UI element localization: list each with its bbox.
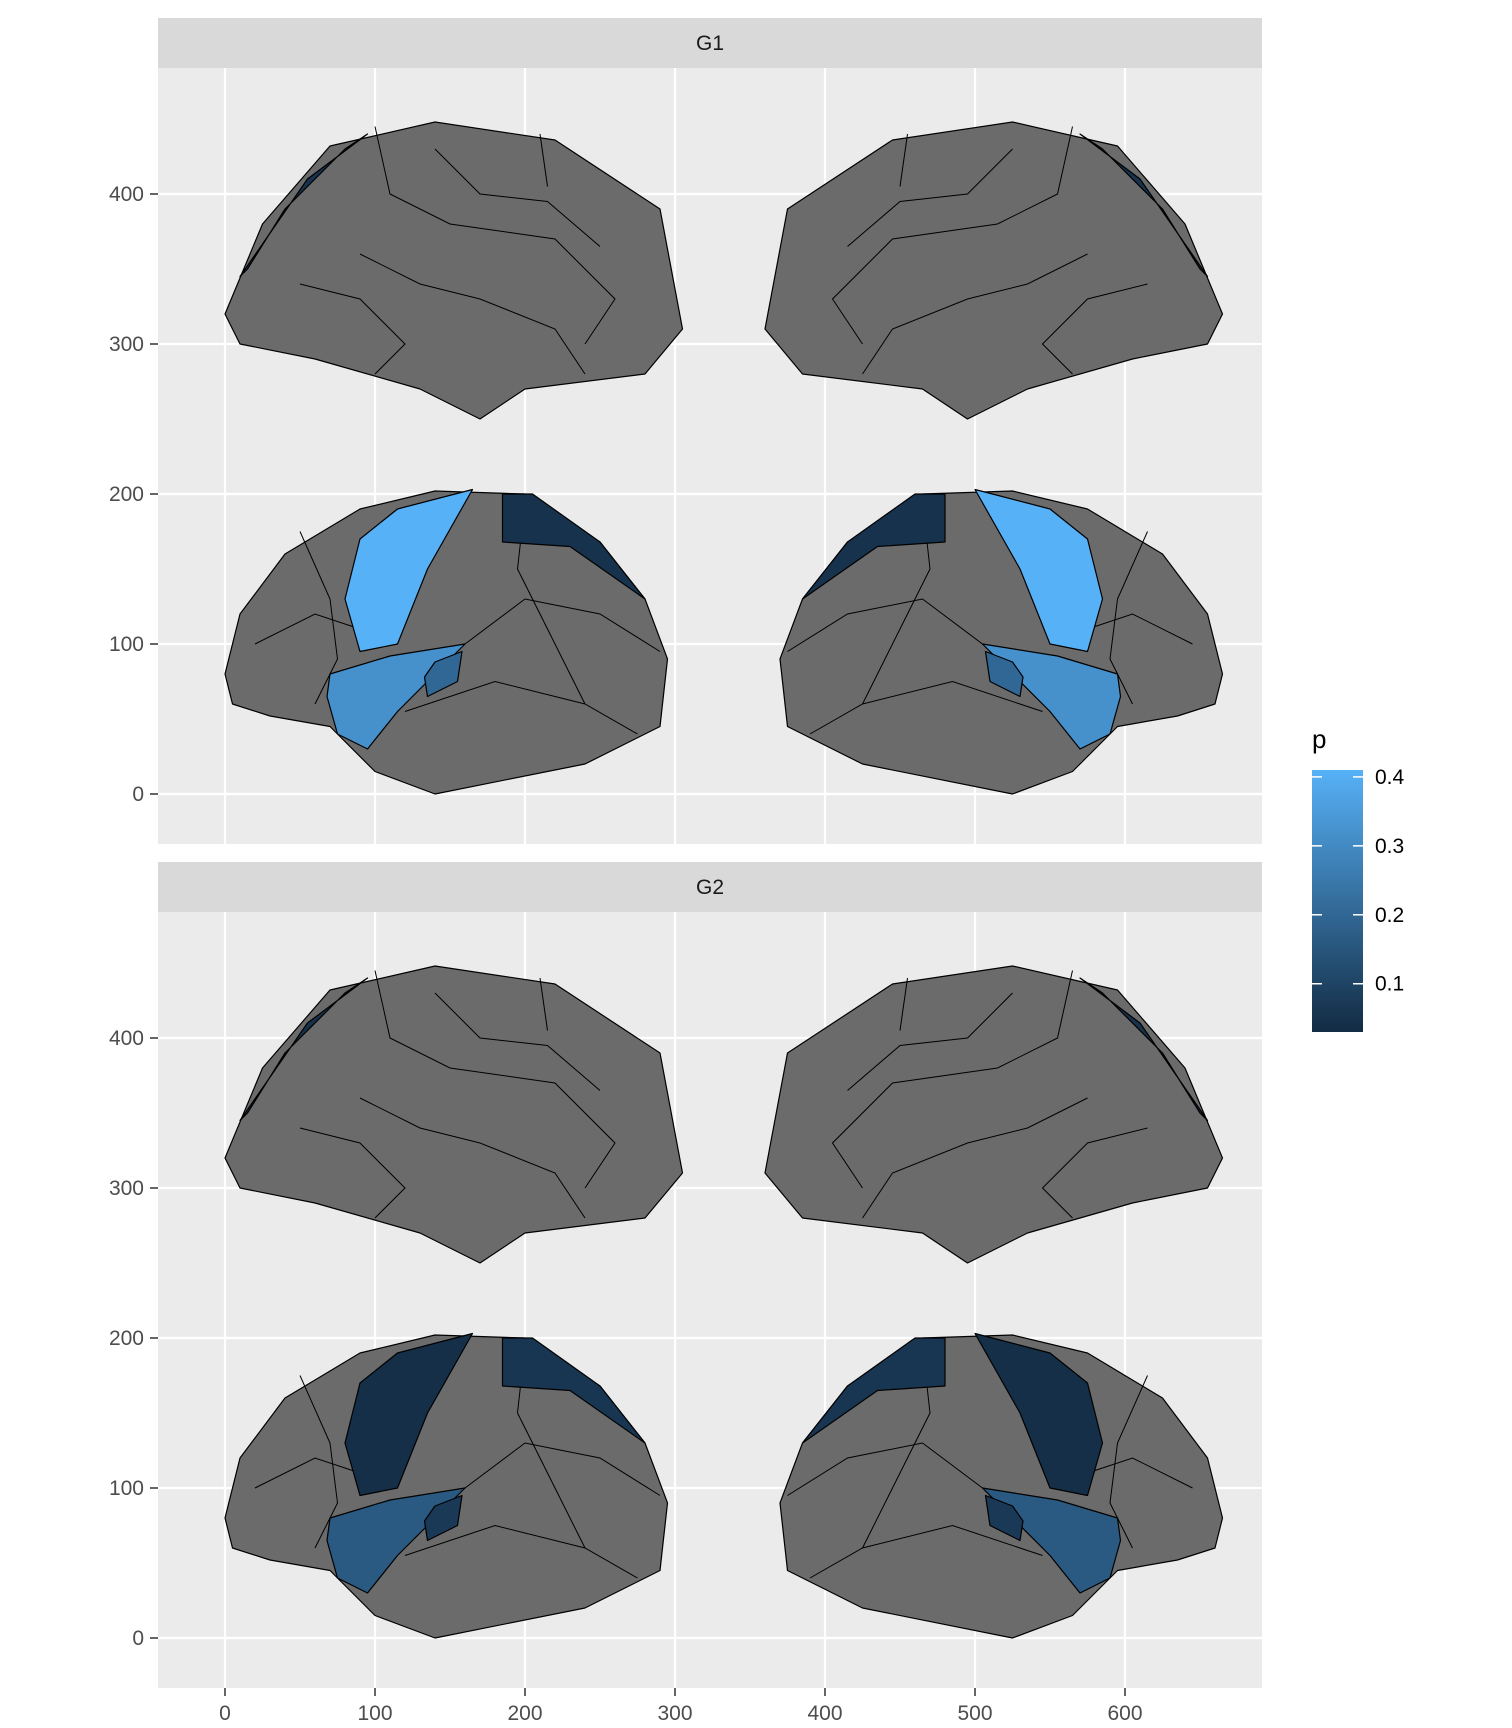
parcel-border bbox=[809, 1524, 1043, 1579]
parcel-border bbox=[464, 1442, 661, 1496]
parcel-border bbox=[809, 680, 1043, 735]
parcel-border bbox=[359, 1097, 586, 1219]
parcel-border bbox=[299, 1375, 339, 1549]
medial-right-hemisphere bbox=[764, 965, 1224, 1264]
x-tick-label: 100 bbox=[357, 1702, 392, 1725]
medial-right-hemisphere bbox=[764, 121, 1224, 420]
facet-panel-G1: G1 0 100 200 300 400 bbox=[109, 18, 1262, 844]
x-tick-label: 200 bbox=[507, 1702, 542, 1725]
parcel-border bbox=[539, 133, 548, 187]
y-tick-label: 400 bbox=[109, 1027, 144, 1050]
parcel-border bbox=[899, 977, 908, 1031]
parcel-border bbox=[404, 1524, 638, 1579]
facet-strip bbox=[158, 18, 1262, 68]
parcel-border bbox=[847, 992, 1013, 1091]
region-superior-parietal-medial-left bbox=[239, 977, 369, 1122]
region-precentral-left bbox=[344, 1332, 474, 1497]
parcel-border bbox=[847, 148, 1013, 247]
y-tick-label: 200 bbox=[109, 483, 144, 506]
facet-strip-label: G1 bbox=[696, 32, 724, 55]
parcel-border bbox=[359, 253, 586, 375]
parcel-border bbox=[539, 977, 548, 1031]
medial-left-hemisphere bbox=[224, 121, 684, 420]
region-precentral-right bbox=[974, 488, 1104, 653]
x-tick-label: 0 bbox=[219, 1702, 231, 1725]
region-superior-parietal-right bbox=[801, 493, 946, 600]
legend-label: 0.4 bbox=[1375, 766, 1405, 789]
parcel-border bbox=[299, 531, 339, 705]
x-tick-label: 600 bbox=[1107, 1702, 1142, 1725]
y-tick-label: 300 bbox=[109, 1177, 144, 1200]
parcel-border bbox=[299, 1127, 406, 1219]
parcel-border bbox=[404, 680, 638, 735]
y-tick-label: 100 bbox=[109, 1477, 144, 1500]
parcel-border bbox=[1087, 613, 1193, 645]
parcel-border bbox=[787, 598, 983, 652]
region-precentral-right bbox=[974, 1332, 1104, 1497]
parcel-border bbox=[1087, 1457, 1193, 1489]
region-transverse-temporal-left bbox=[423, 1494, 463, 1542]
parcel-border bbox=[862, 1097, 1088, 1219]
region-superior-parietal-medial-right bbox=[1079, 133, 1209, 278]
y-tick-label: 0 bbox=[132, 1627, 144, 1650]
x-tick-label: 500 bbox=[957, 1702, 992, 1725]
legend-label: 0.3 bbox=[1375, 835, 1404, 858]
region-superior-parietal-medial-left bbox=[239, 133, 369, 278]
parcel-border bbox=[899, 133, 908, 187]
parcel-border bbox=[862, 253, 1088, 375]
parcel-border bbox=[374, 126, 616, 345]
facet-strip-label: G2 bbox=[696, 876, 724, 899]
x-axis: 0 100 200 300 400 500 600 bbox=[219, 1688, 1143, 1725]
region-precentral-left bbox=[344, 488, 474, 653]
y-tick-label: 200 bbox=[109, 1327, 144, 1350]
legend-colorbar bbox=[1312, 770, 1363, 1032]
legend-title: p bbox=[1312, 724, 1326, 754]
region-superior-parietal-right bbox=[801, 1337, 946, 1444]
x-tick-label: 300 bbox=[657, 1702, 692, 1725]
medial-left-hemisphere bbox=[224, 965, 684, 1264]
region-transverse-temporal-right bbox=[984, 650, 1024, 698]
parcel-border bbox=[1041, 1127, 1148, 1219]
parcel-border bbox=[831, 970, 1073, 1189]
legend-label: 0.1 bbox=[1375, 973, 1404, 996]
facet-panel-G2: G2 0 100 200 300 400 bbox=[109, 862, 1262, 1688]
region-superior-parietal-left bbox=[501, 1337, 646, 1444]
region-superior-parietal-left bbox=[501, 493, 646, 600]
region-transverse-temporal-right bbox=[984, 1494, 1024, 1542]
legend-label: 0.2 bbox=[1375, 904, 1404, 927]
parcel-border bbox=[299, 283, 406, 375]
y-tick-label: 300 bbox=[109, 333, 144, 356]
y-tick-label: 100 bbox=[109, 633, 144, 656]
region-transverse-temporal-left bbox=[423, 650, 463, 698]
parcel-border bbox=[787, 1442, 983, 1496]
parcel-border bbox=[464, 598, 661, 652]
region-superior-parietal-medial-right bbox=[1079, 977, 1209, 1122]
parcel-border bbox=[831, 126, 1073, 345]
facet-strip bbox=[158, 862, 1262, 912]
x-tick-label: 400 bbox=[807, 1702, 842, 1725]
parcel-border bbox=[434, 148, 601, 247]
parcel-border bbox=[1041, 283, 1148, 375]
parcel-border bbox=[254, 1457, 361, 1489]
parcel-border bbox=[1109, 531, 1148, 705]
y-tick-label: 0 bbox=[132, 783, 144, 806]
parcel-border bbox=[1109, 1375, 1148, 1549]
y-tick-label: 400 bbox=[109, 183, 144, 206]
parcel-border bbox=[374, 970, 616, 1189]
legend: p 0.4 0.3 0.2 0.1 bbox=[1312, 724, 1405, 1032]
parcel-border bbox=[434, 992, 601, 1091]
parcel-border bbox=[254, 613, 361, 645]
